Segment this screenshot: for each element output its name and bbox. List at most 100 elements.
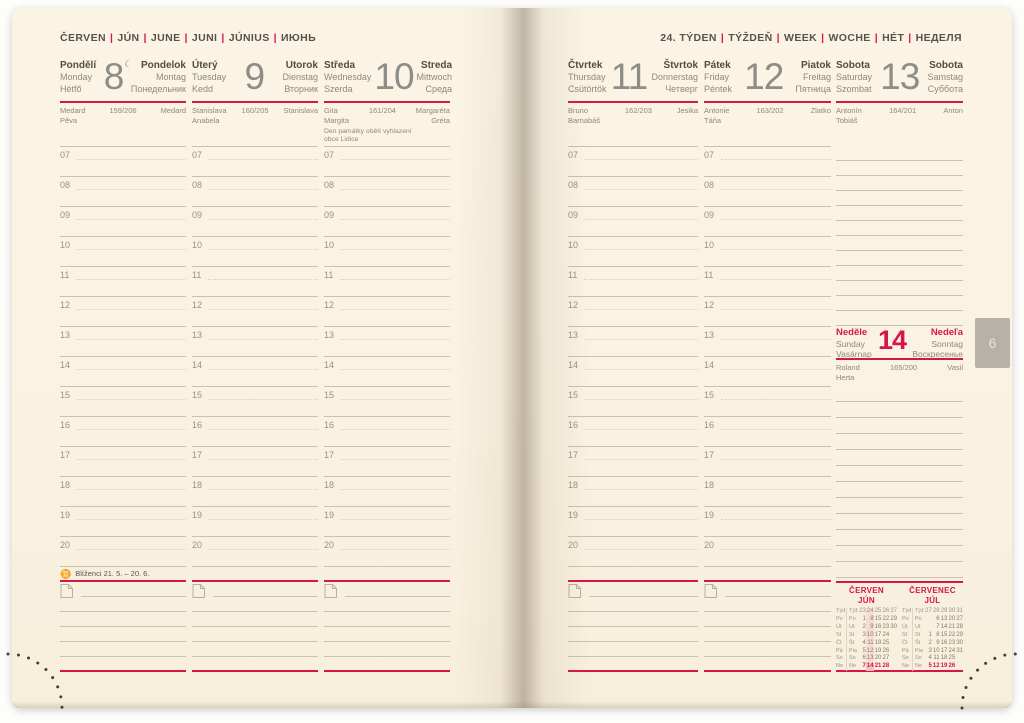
day-names-right: Nedeľa Sonntag Воскресенье: [912, 326, 963, 360]
zodiac-row: ♊ Blíženci 21. 5. – 20. 6.: [60, 566, 186, 582]
calendar-day-cell: 5: [862, 647, 866, 654]
day-name-secondary: Csütörtök: [568, 83, 607, 94]
day-name-secondary: Montag: [155, 72, 186, 82]
day-name-primary: Pátek: [704, 60, 731, 71]
hour-slot-11: 11: [568, 266, 698, 296]
calendar-day-cell: 16: [940, 639, 948, 646]
writing-line: [836, 418, 963, 434]
hour-writing-line: [209, 417, 318, 430]
note-page-icon: [324, 584, 337, 603]
day-name-secondary: Воскресенье: [912, 349, 963, 359]
hour-slot-08: 08: [324, 176, 450, 206]
notes-line: [568, 657, 698, 672]
hour-label: 11: [704, 270, 714, 280]
hour-label: 11: [324, 270, 334, 280]
namedays-left: Antonie Táňa: [704, 106, 729, 125]
calendar-day-cell: 11: [865, 639, 874, 648]
day-column-saturday: Sobota Saturday Szombat 13 Sobota Samstag Субб…: [836, 58, 963, 672]
nameday-row: Roland Herta 165/200 Vasil: [836, 360, 963, 382]
calendar-week-number: 23: [859, 608, 866, 614]
hour-label: 10: [568, 240, 579, 250]
writing-line: [836, 281, 963, 296]
calendar-day-cell: 11: [933, 655, 940, 662]
calendar-row-label: Týd: [902, 608, 912, 614]
nameday: Jesika: [676, 106, 698, 115]
calendar-row-label: St: [912, 631, 924, 640]
note-page-icon: [568, 584, 581, 603]
day-header: Pondělí Monday Hétfő 8 ☾ Pondelok Montag Понеде…: [60, 58, 186, 103]
day-number-wrap: 11: [608, 58, 650, 95]
hour-writing-line: [341, 147, 450, 160]
calendar-row-label: Týž: [846, 608, 858, 616]
nameday: Antonín: [836, 106, 862, 115]
calendar-row-label: Št: [846, 639, 858, 648]
day-name-secondary: Суббота: [927, 83, 963, 94]
day-number: 13: [880, 56, 920, 97]
calendar-day-cell: 1: [862, 615, 866, 622]
hour-slot-13: 13: [192, 326, 318, 356]
calendar-day-cell: 21: [948, 623, 956, 630]
hour-writing-line: [585, 477, 698, 490]
hour-label: 08: [704, 180, 715, 190]
mini-calendar-grid: Týd Týž 23 24 25 26 27 Po Po 1 8 15 22 29 Út Ut 2 9 16 23 30…: [836, 608, 897, 672]
hour-slot-18: 18: [704, 476, 831, 506]
note-page-icon: [60, 584, 73, 603]
header-part: JÚNIUS: [228, 32, 270, 44]
hour-slot-13: 13: [324, 326, 450, 356]
calendar-day-cell: [889, 632, 897, 640]
header-part: WEEK: [784, 32, 818, 44]
hour-grid: 07 08 09 10 11 12 13 14 15 16 17 18 19 20: [568, 146, 698, 566]
header-separator: |: [720, 32, 725, 44]
hour-slot-20: 20: [192, 536, 318, 566]
hour-writing-line: [77, 387, 186, 400]
hour-writing-line: [585, 297, 698, 310]
hour-writing-line: [77, 297, 186, 310]
day-name-primary: Neděle: [836, 327, 868, 338]
header-part: JUNE: [150, 32, 181, 44]
calendar-row-label: Ne: [912, 663, 924, 672]
calendar-day-cell: 22: [948, 631, 956, 638]
hour-writing-line: [341, 177, 450, 190]
calendar-row-label: Ut: [912, 623, 924, 632]
writing-line: [836, 466, 963, 482]
hour-label: 11: [568, 270, 578, 280]
hour-label: 20: [324, 540, 335, 550]
calendar-row-label: Čt: [902, 639, 908, 646]
hour-slot-11: 11: [704, 266, 831, 296]
hour-writing-line: [721, 207, 831, 220]
calendar-day-cell: [955, 663, 963, 671]
hour-label: 09: [568, 210, 579, 220]
zodiac-row: [704, 566, 831, 582]
day-number: 14: [878, 325, 907, 355]
zodiac-row: [568, 566, 698, 582]
calendar-day-cell: 6: [936, 615, 940, 622]
calendar-day-cell: 22: [882, 615, 890, 622]
calendar-row-label: Po: [836, 615, 843, 622]
day-name-secondary: Четверг: [665, 83, 698, 94]
day-of-year: 159/206: [109, 106, 137, 115]
hour-slot-14: 14: [60, 356, 186, 386]
hour-label: 09: [60, 210, 71, 220]
hour-label: 08: [60, 180, 71, 190]
calendar-row-label: Ne: [836, 663, 844, 670]
hour-slot-15: 15: [60, 386, 186, 416]
day-name-primary: Nedeľa: [930, 327, 963, 338]
writing-line: [836, 562, 963, 578]
writing-line: [836, 450, 963, 466]
hour-slot-10: 10: [568, 236, 698, 266]
hour-label: 13: [324, 330, 335, 340]
hour-writing-line: [76, 267, 186, 280]
calendar-day-cell: [924, 616, 932, 624]
hour-writing-line: [341, 537, 450, 550]
calendar-day-cell: 26: [948, 663, 956, 670]
hour-slot-19: 19: [324, 506, 450, 536]
nameday: Zlatko: [810, 106, 831, 115]
notes-line: [192, 627, 318, 642]
hour-label: 07: [192, 150, 203, 160]
calendar-day-cell: 15: [940, 631, 948, 638]
calendar-week-number: 30: [948, 608, 956, 614]
hour-slot-16: 16: [192, 416, 318, 446]
calendar-day-cell: [889, 663, 897, 671]
hour-slot-09: 09: [704, 206, 831, 236]
notes-line: [324, 627, 450, 642]
